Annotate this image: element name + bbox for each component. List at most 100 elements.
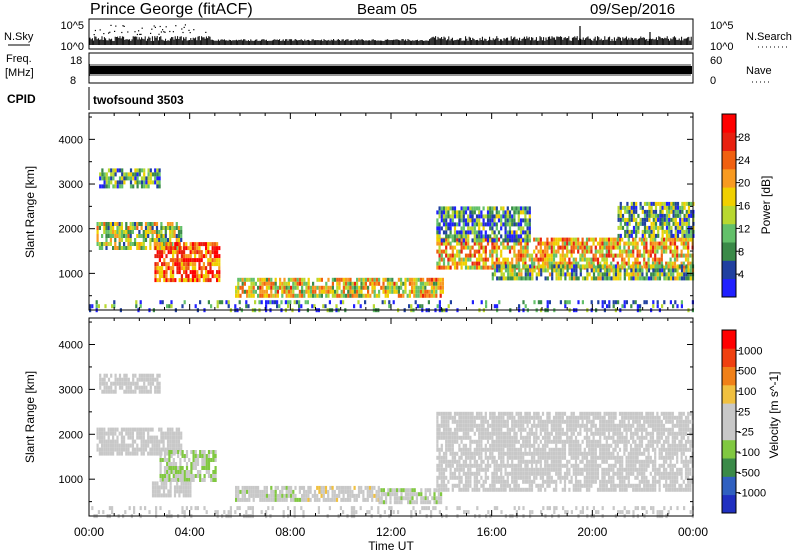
velocity-cell [142, 431, 145, 436]
velocity-cell [254, 489, 257, 494]
velocity-cell [265, 493, 268, 498]
velocity-cell [517, 459, 520, 464]
power-cell [537, 257, 540, 262]
nave-tick-top: 60 [710, 55, 722, 67]
power-cell [187, 278, 190, 283]
power-cell [177, 238, 181, 242]
velocity-cell [469, 451, 472, 456]
power-cell [624, 217, 627, 222]
velocity-cell [607, 419, 611, 424]
power-cell [265, 285, 268, 290]
power-cell [577, 261, 580, 266]
velocity-cell [519, 463, 523, 468]
velocity-cell [105, 443, 108, 448]
power-cell [140, 180, 144, 185]
power-cell [684, 257, 688, 262]
power-cell [127, 238, 130, 242]
power-cell [612, 253, 615, 258]
power-cell [449, 222, 452, 227]
power-cell [685, 276, 688, 281]
velocity-cell [462, 415, 465, 420]
power-cell [338, 277, 341, 282]
power-cell [381, 300, 384, 305]
power-cell [95, 300, 98, 305]
power-cell [312, 293, 315, 298]
power-cell [362, 277, 365, 282]
power-cell [486, 222, 490, 227]
power-cell [643, 233, 647, 238]
power-cell [307, 277, 310, 282]
velocity-cell [184, 493, 188, 498]
velocity-cell [451, 463, 454, 468]
power-cell [493, 268, 497, 273]
velocity-cell [464, 471, 468, 476]
power-cell [172, 262, 175, 267]
power-cell [504, 210, 507, 215]
velocity-cell [522, 451, 525, 456]
velocity-cell [445, 455, 448, 460]
velocity-cell [101, 435, 104, 440]
power-cell [96, 230, 99, 234]
power-cell [658, 272, 662, 277]
power-cell [118, 180, 122, 185]
power-cell [158, 266, 161, 271]
velocity-cell [424, 496, 427, 501]
power-cell [140, 222, 143, 226]
power-cell [449, 214, 452, 219]
power-cell [557, 261, 560, 266]
power-cell [456, 234, 459, 239]
velocity-cell [305, 497, 308, 502]
power-cell [165, 246, 168, 251]
velocity-cell [478, 467, 481, 472]
power-cell [327, 289, 330, 294]
power-cell [581, 245, 584, 250]
power-cell [522, 264, 525, 269]
velocity-cell [491, 471, 494, 476]
power-cell [107, 176, 111, 181]
power-cell [442, 230, 446, 235]
power-cell [524, 253, 527, 258]
power-cell [189, 250, 192, 255]
power-cell [550, 241, 553, 246]
power-cell [415, 281, 418, 286]
velocity-cell [181, 450, 184, 454]
power-cell [612, 300, 615, 305]
power-cell [116, 180, 119, 185]
power-cell [342, 281, 345, 286]
velocity-region [99, 373, 161, 394]
velocity-cell [548, 431, 551, 436]
power-cell [382, 277, 385, 282]
power-cell [160, 238, 163, 242]
power-colorbar-swatch [722, 150, 736, 170]
power-cell [118, 226, 121, 230]
power-cell [668, 221, 671, 226]
power-cell [183, 246, 186, 251]
power-cell [447, 226, 450, 231]
power-cell [568, 237, 571, 242]
velocity-cell [172, 450, 175, 454]
velocity-cell [581, 419, 584, 424]
power-cell [185, 274, 188, 279]
power-cell [471, 265, 474, 270]
velocity-cell [109, 439, 112, 444]
velocity-cell [125, 427, 128, 432]
power-cell [202, 278, 205, 283]
power-cell [495, 226, 498, 231]
velocity-cell [610, 419, 613, 424]
velocity-cell [449, 443, 452, 448]
velocity-cell [134, 439, 137, 444]
power-cell [526, 218, 529, 223]
velocity-cell [259, 489, 262, 494]
power-cell [658, 268, 662, 273]
velocity-cell [495, 471, 498, 476]
velocity-cell [590, 439, 593, 444]
velocity-cell [588, 443, 591, 448]
power-cell [127, 176, 130, 181]
power-cell [618, 237, 622, 242]
velocity-cell [158, 447, 161, 452]
power-cell [504, 238, 507, 243]
velocity-cell [552, 467, 556, 472]
power-cell [180, 246, 183, 250]
velocity-cell [537, 459, 540, 464]
power-cell [515, 206, 518, 211]
